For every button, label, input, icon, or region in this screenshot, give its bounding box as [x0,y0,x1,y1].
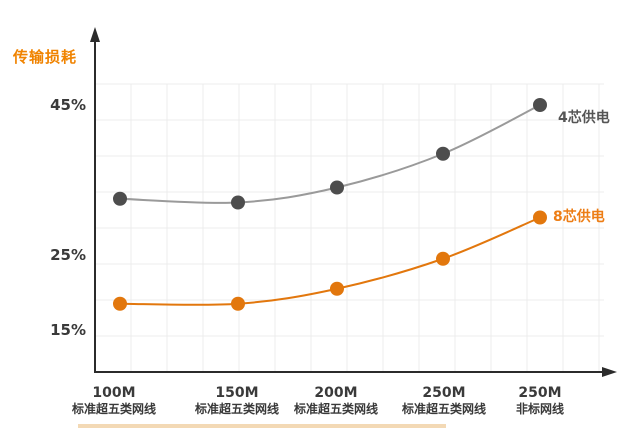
y-tick-label-15: 15% [50,321,86,339]
x-category-cable-type: 标准超五类网线 [293,402,378,416]
x-category-250m-nonstandard: 250M 非标网线 [465,385,615,418]
series-label-4core: 4芯供电 [558,110,610,126]
x-category-200m: 200M 标准超五类网线 [261,385,411,418]
x-category-distance: 150M [215,385,259,401]
x-category-distance: 250M [518,385,562,401]
y-tick-label-25: 25% [50,246,86,264]
x-category-cable-type: 非标网线 [515,402,564,416]
y-tick-label-45: 45% [50,96,86,114]
x-category-cable-type: 标准超五类网线 [401,402,486,416]
y-axis-title: 传输损耗 [13,48,78,66]
bottom-crop-strip [78,424,446,428]
x-category-150m: 150M 标准超五类网线 [162,385,312,418]
x-category-distance: 100M [92,385,136,401]
x-category-distance: 250M [422,385,466,401]
x-category-cable-type: 标准超五类网线 [194,402,279,416]
x-category-250m: 250M 标准超五类网线 [369,385,519,418]
series-label-8core: 8芯供电 [553,209,605,225]
x-category-cable-type: 标准超五类网线 [71,402,156,416]
x-category-distance: 200M [314,385,358,401]
x-category-100m: 100M 标准超五类网线 [39,385,189,418]
